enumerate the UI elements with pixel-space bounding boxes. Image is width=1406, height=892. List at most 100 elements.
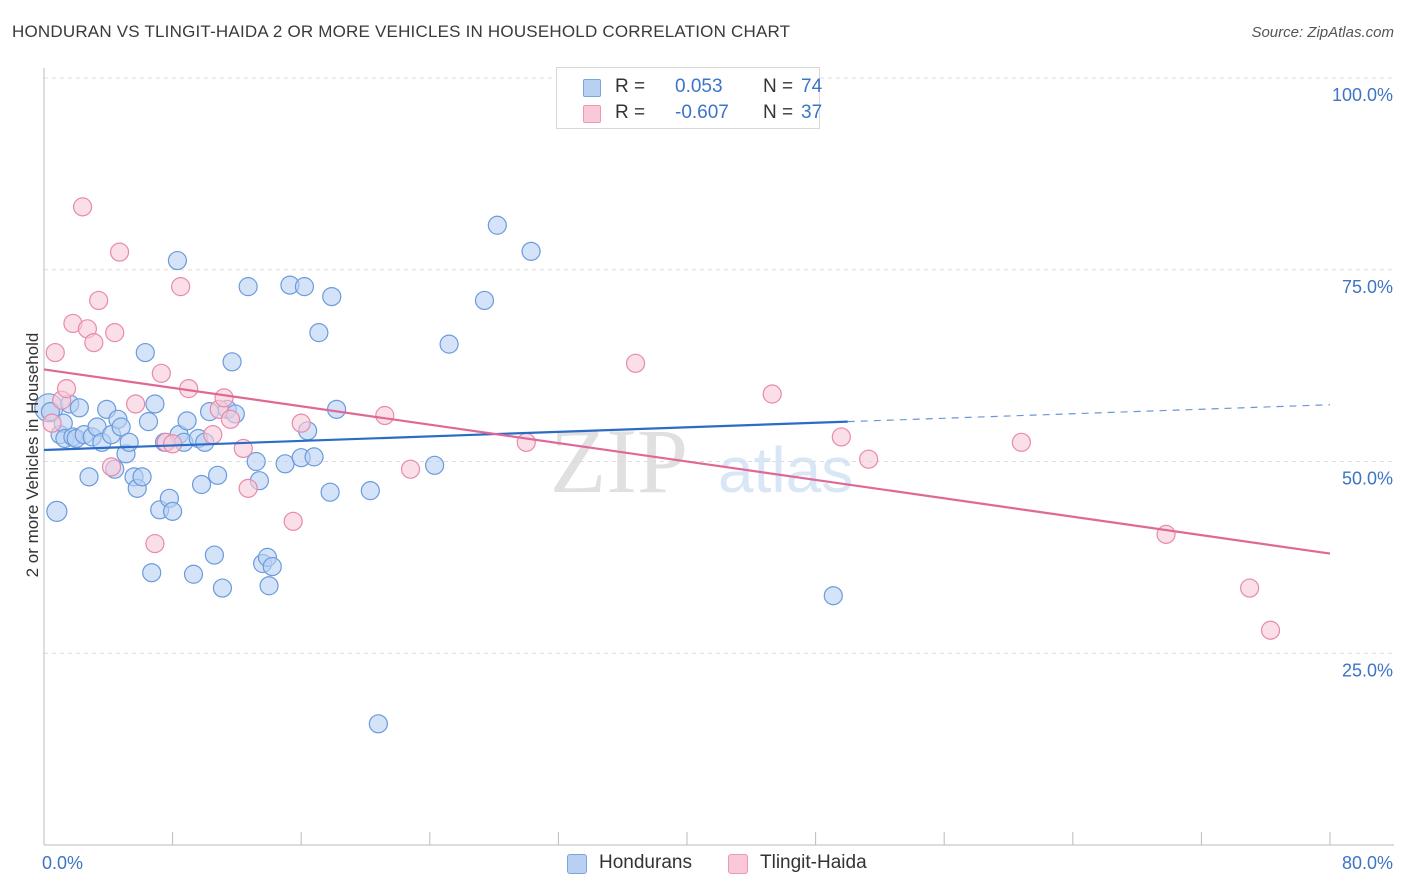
point-tlingit-haida bbox=[151, 363, 171, 383]
y-tick-label: 75.0% bbox=[1342, 277, 1393, 297]
point-hondurans bbox=[259, 576, 279, 596]
point-tlingit-haida bbox=[214, 388, 234, 408]
point-hondurans bbox=[368, 714, 388, 734]
point-hondurans bbox=[191, 474, 212, 495]
x-tick-label: 80.0% bbox=[1342, 853, 1393, 873]
point-tlingit-haida bbox=[56, 379, 77, 399]
point-tlingit-haida bbox=[126, 394, 146, 414]
point-hondurans bbox=[474, 290, 495, 311]
point-hondurans bbox=[132, 467, 152, 487]
trend-line-hondurans-extension bbox=[847, 404, 1331, 423]
point-tlingit-haida bbox=[84, 333, 104, 353]
point-hondurans bbox=[145, 394, 165, 414]
legend-swatch-tlingit-haida bbox=[583, 105, 601, 123]
bottom-legend-swatch-hondurans bbox=[567, 854, 587, 874]
trend-line-tlingit-haida bbox=[43, 368, 1331, 555]
point-hondurans bbox=[823, 586, 843, 606]
point-hondurans bbox=[425, 455, 445, 475]
point-hondurans bbox=[212, 578, 233, 598]
x-tick-label: 0.0% bbox=[42, 853, 83, 873]
y-axis-label: 2 or more Vehicles in Household bbox=[23, 333, 42, 578]
watermark-zip: ZIP bbox=[550, 410, 688, 512]
point-tlingit-haida bbox=[220, 409, 241, 429]
data-points bbox=[34, 197, 1281, 734]
axes bbox=[43, 68, 1394, 846]
point-hondurans bbox=[439, 334, 459, 354]
point-tlingit-haida bbox=[45, 342, 65, 363]
legend-n-label: N = bbox=[763, 76, 794, 97]
point-hondurans bbox=[183, 564, 204, 584]
point-hondurans bbox=[304, 447, 324, 467]
point-hondurans bbox=[275, 454, 295, 474]
tick-labels: 25.0% 50.0% 75.0% 100.0% 0.0% 80.0% bbox=[42, 85, 1393, 873]
point-hondurans bbox=[294, 277, 315, 297]
point-hondurans bbox=[360, 481, 380, 501]
bottom-legend-swatch-tlingit-haida bbox=[728, 854, 748, 874]
point-tlingit-haida bbox=[1240, 578, 1260, 598]
point-tlingit-haida bbox=[145, 533, 165, 554]
point-tlingit-haida bbox=[283, 511, 303, 531]
y-tick-label: 50.0% bbox=[1342, 469, 1393, 489]
point-hondurans bbox=[135, 342, 155, 363]
point-hondurans bbox=[246, 451, 266, 472]
point-tlingit-haida bbox=[109, 242, 130, 262]
point-tlingit-haida bbox=[238, 478, 258, 498]
point-tlingit-haida bbox=[762, 384, 782, 404]
legend-n-value: 74 bbox=[801, 76, 823, 97]
point-hondurans bbox=[111, 417, 131, 437]
point-hondurans bbox=[167, 250, 188, 271]
point-hondurans bbox=[163, 501, 183, 521]
trend-lines bbox=[43, 368, 1331, 555]
point-tlingit-haida bbox=[400, 459, 421, 479]
gridlines bbox=[44, 77, 1394, 654]
y-tick-label: 25.0% bbox=[1342, 660, 1393, 680]
source-credit: Source: ZipAtlas.com bbox=[1251, 24, 1394, 41]
point-hondurans bbox=[119, 432, 139, 452]
point-hondurans bbox=[521, 241, 541, 261]
point-tlingit-haida bbox=[375, 405, 395, 426]
legend-n-label: N = bbox=[763, 102, 794, 123]
point-tlingit-haida bbox=[72, 197, 93, 217]
point-hondurans bbox=[238, 277, 258, 297]
point-hondurans bbox=[320, 482, 340, 502]
point-hondurans bbox=[79, 467, 99, 487]
point-tlingit-haida bbox=[105, 323, 125, 343]
watermark-atlas: atlas bbox=[718, 434, 853, 506]
point-tlingit-haida bbox=[203, 425, 223, 445]
point-hondurans bbox=[142, 563, 162, 583]
point-tlingit-haida bbox=[831, 427, 851, 447]
legend-r-value: 0.053 bbox=[675, 76, 723, 97]
trend-line-hondurans bbox=[43, 420, 848, 452]
point-hondurans bbox=[138, 412, 159, 432]
point-tlingit-haida bbox=[1011, 432, 1031, 452]
legend-n-value: 37 bbox=[801, 102, 823, 123]
point-tlingit-haida bbox=[291, 413, 311, 433]
chart-title: HONDURAN VS TLINGIT-HAIDA 2 OR MORE VEHI… bbox=[12, 22, 791, 41]
point-tlingit-haida bbox=[163, 434, 183, 454]
point-hondurans bbox=[222, 352, 242, 372]
point-tlingit-haida bbox=[516, 432, 536, 452]
legend-swatch-hondurans bbox=[583, 79, 601, 97]
bottom-legend-label-hondurans: Hondurans bbox=[599, 852, 692, 873]
point-hondurans bbox=[208, 465, 228, 485]
bottom-legend-label-tlingit-haida: Tlingit-Haida bbox=[760, 852, 867, 873]
point-tlingit-haida bbox=[625, 353, 646, 373]
correlation-legend: R = 0.053 N = 74 R = -0.607 N = 37 bbox=[556, 67, 823, 129]
point-tlingit-haida bbox=[171, 277, 191, 297]
point-hondurans bbox=[69, 398, 89, 418]
point-hondurans bbox=[46, 500, 68, 522]
point-hondurans bbox=[322, 286, 342, 307]
point-tlingit-haida bbox=[1260, 620, 1281, 640]
point-tlingit-haida bbox=[859, 449, 879, 469]
legend-r-label: R = bbox=[615, 76, 646, 97]
y-tick-label: 100.0% bbox=[1332, 85, 1393, 105]
point-hondurans bbox=[204, 545, 224, 565]
point-hondurans bbox=[487, 215, 507, 235]
point-tlingit-haida bbox=[89, 290, 109, 311]
point-hondurans bbox=[177, 411, 197, 431]
legend-r-label: R = bbox=[615, 102, 646, 123]
point-tlingit-haida bbox=[101, 457, 122, 477]
point-hondurans bbox=[262, 556, 282, 577]
legend-r-value: -0.607 bbox=[675, 102, 729, 123]
